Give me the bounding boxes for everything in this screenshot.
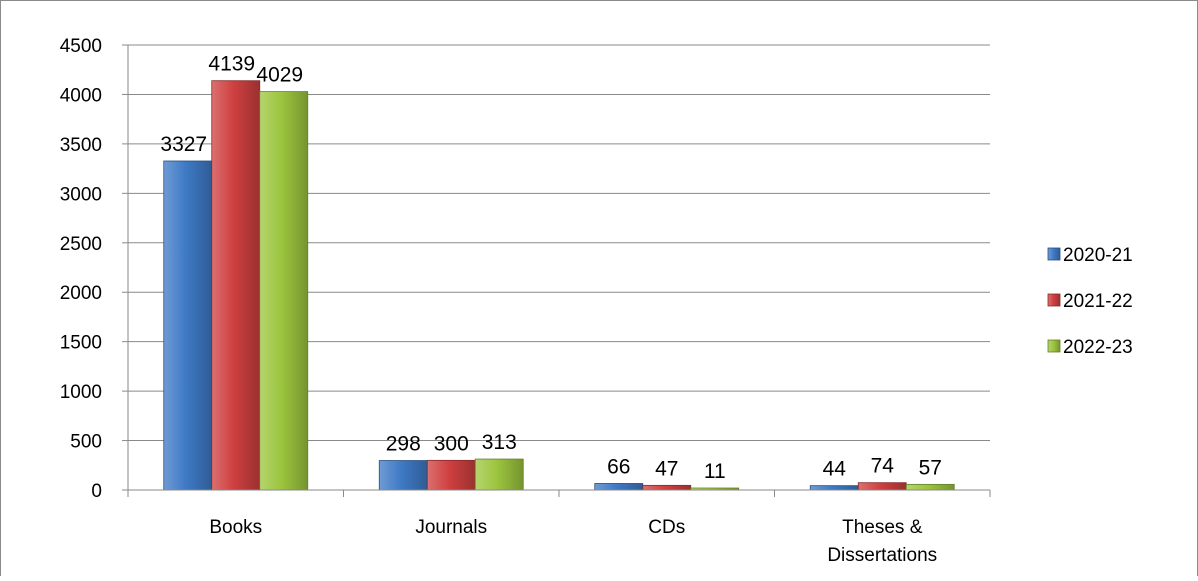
y-tick-label: 3000: [60, 184, 102, 205]
x-tick-label: Journals: [415, 517, 487, 538]
data-label: 66: [607, 455, 630, 478]
legend: 2020-21 2021-22 2022-23: [1047, 245, 1133, 358]
legend-label: 2020-21: [1063, 245, 1133, 266]
x-tick-label: CDs: [648, 517, 685, 538]
data-label: 298: [386, 433, 421, 456]
data-label: 313: [482, 431, 517, 454]
data-label: 300: [434, 432, 469, 455]
data-label: 3327: [160, 133, 207, 156]
data-label: 47: [655, 457, 678, 480]
y-tick-label: 4000: [60, 85, 102, 106]
data-label: 11: [704, 460, 726, 483]
y-tick-label: 2000: [60, 283, 102, 304]
bar: [905, 483, 955, 491]
y-tick-label: 0: [91, 481, 102, 502]
axes: 0 500 1000 1500 2000 2500 3000 3500 4000 4500 Book…: [60, 36, 991, 566]
x-tick-label: Books: [209, 517, 262, 538]
legend-swatch: [1047, 339, 1061, 353]
data-label: 4139: [208, 53, 255, 76]
bar: [594, 483, 644, 491]
y-tick-label: 2500: [60, 234, 102, 255]
legend-label: 2021-22: [1063, 291, 1133, 312]
bar: [426, 459, 476, 491]
legend-swatch: [1047, 247, 1061, 261]
legend-label: 2022-23: [1063, 337, 1133, 358]
bar: [378, 460, 428, 491]
y-tick-label: 1500: [60, 333, 102, 354]
y-tick-label: 500: [70, 432, 102, 453]
bars: [163, 80, 955, 491]
data-label: 4029: [256, 64, 303, 87]
data-label: 44: [823, 458, 847, 481]
bar: [163, 160, 213, 491]
bar: [211, 80, 261, 491]
data-label: 57: [919, 456, 942, 479]
y-tick-label: 3500: [60, 135, 102, 156]
data-label: 74: [871, 455, 895, 478]
bar: [259, 91, 309, 491]
bar: [857, 482, 907, 491]
y-tick-label: 4500: [60, 36, 102, 57]
bar: [474, 458, 524, 491]
x-tick-label: Theses & Dissertations: [827, 517, 937, 566]
legend-swatch: [1047, 293, 1061, 307]
data-labels: 3327 4139 4029 298 300 313 66 47 11 44 74 57: [160, 53, 942, 483]
y-tick-label: 1000: [60, 382, 102, 403]
bar: [809, 485, 859, 491]
bar: [642, 484, 692, 491]
